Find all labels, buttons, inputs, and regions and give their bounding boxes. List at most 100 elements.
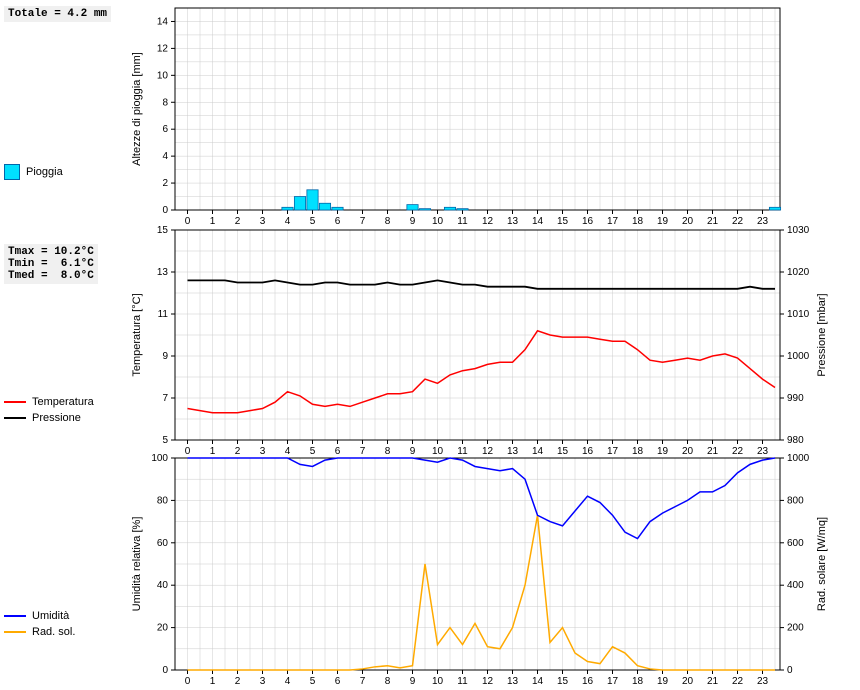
svg-text:22: 22 — [732, 676, 744, 687]
svg-text:21: 21 — [707, 676, 719, 687]
svg-text:1: 1 — [210, 676, 216, 687]
svg-text:12: 12 — [482, 216, 494, 227]
svg-text:2: 2 — [235, 676, 241, 687]
svg-text:0: 0 — [787, 665, 793, 676]
svg-text:14: 14 — [157, 16, 169, 27]
svg-text:16: 16 — [582, 446, 594, 457]
svg-text:16: 16 — [582, 676, 594, 687]
svg-text:4: 4 — [285, 676, 291, 687]
svg-text:10: 10 — [157, 70, 169, 81]
svg-text:12: 12 — [482, 676, 494, 687]
svg-text:21: 21 — [707, 216, 719, 227]
svg-text:60: 60 — [157, 538, 169, 549]
svg-text:1000: 1000 — [787, 351, 810, 362]
svg-text:20: 20 — [682, 446, 694, 457]
svg-text:18: 18 — [632, 446, 644, 457]
svg-text:Rad. solare [W/mq]: Rad. solare [W/mq] — [816, 517, 828, 611]
svg-text:Altezze di pioggia [mm]: Altezze di pioggia [mm] — [131, 52, 143, 166]
svg-text:4: 4 — [285, 446, 291, 457]
svg-text:19: 19 — [657, 216, 669, 227]
svg-text:Temperatura [°C]: Temperatura [°C] — [131, 293, 143, 376]
svg-text:6: 6 — [162, 124, 168, 135]
svg-text:40: 40 — [157, 580, 169, 591]
svg-text:1000: 1000 — [787, 453, 810, 464]
svg-text:5: 5 — [310, 216, 316, 227]
svg-text:6: 6 — [335, 676, 341, 687]
svg-text:19: 19 — [657, 446, 669, 457]
svg-text:6: 6 — [335, 446, 341, 457]
svg-text:3: 3 — [260, 446, 266, 457]
svg-text:400: 400 — [787, 580, 804, 591]
svg-text:0: 0 — [185, 446, 191, 457]
svg-text:13: 13 — [507, 676, 519, 687]
svg-text:600: 600 — [787, 538, 804, 549]
svg-text:9: 9 — [162, 351, 168, 362]
charts-svg: 0123456789101112131415161718192021222302… — [0, 0, 860, 690]
svg-text:4: 4 — [285, 216, 291, 227]
svg-text:0: 0 — [162, 665, 168, 676]
svg-text:10: 10 — [432, 446, 444, 457]
svg-text:20: 20 — [682, 216, 694, 227]
svg-text:12: 12 — [157, 43, 169, 54]
svg-text:23: 23 — [757, 676, 769, 687]
svg-text:1: 1 — [210, 446, 216, 457]
svg-text:2: 2 — [162, 178, 168, 189]
svg-text:8: 8 — [162, 97, 168, 108]
svg-text:23: 23 — [757, 446, 769, 457]
svg-text:22: 22 — [732, 216, 744, 227]
svg-text:13: 13 — [507, 446, 519, 457]
svg-text:5: 5 — [310, 676, 316, 687]
svg-text:0: 0 — [162, 205, 168, 216]
svg-text:13: 13 — [157, 267, 169, 278]
svg-text:2: 2 — [235, 216, 241, 227]
svg-text:980: 980 — [787, 435, 804, 446]
svg-text:15: 15 — [557, 216, 569, 227]
svg-text:14: 14 — [532, 676, 544, 687]
weather-charts-container: Totale = 4.2 mm Pioggia Tmax = 10.2°C Tm… — [0, 0, 860, 690]
svg-text:18: 18 — [632, 676, 644, 687]
svg-text:22: 22 — [732, 446, 744, 457]
svg-text:17: 17 — [607, 676, 619, 687]
svg-text:5: 5 — [310, 446, 316, 457]
svg-text:0: 0 — [185, 676, 191, 687]
svg-text:80: 80 — [157, 495, 169, 506]
svg-text:100: 100 — [151, 453, 168, 464]
svg-text:16: 16 — [582, 216, 594, 227]
svg-text:800: 800 — [787, 495, 804, 506]
svg-text:7: 7 — [360, 216, 366, 227]
svg-text:8: 8 — [385, 216, 391, 227]
svg-text:1010: 1010 — [787, 309, 810, 320]
svg-text:Umidità relativa [%]: Umidità relativa [%] — [131, 517, 143, 612]
svg-text:990: 990 — [787, 393, 804, 404]
svg-text:17: 17 — [607, 446, 619, 457]
svg-text:7: 7 — [162, 393, 168, 404]
svg-text:11: 11 — [457, 216, 468, 227]
svg-text:1: 1 — [210, 216, 216, 227]
svg-text:18: 18 — [632, 216, 644, 227]
svg-text:14: 14 — [532, 216, 544, 227]
svg-text:0: 0 — [185, 216, 191, 227]
svg-text:4: 4 — [162, 151, 168, 162]
svg-text:5: 5 — [162, 435, 168, 446]
svg-text:8: 8 — [385, 446, 391, 457]
svg-text:15: 15 — [557, 446, 569, 457]
svg-text:1020: 1020 — [787, 267, 810, 278]
svg-text:Pressione [mbar]: Pressione [mbar] — [816, 293, 828, 376]
svg-text:17: 17 — [607, 216, 619, 227]
svg-text:7: 7 — [360, 676, 366, 687]
svg-text:20: 20 — [682, 676, 694, 687]
svg-text:200: 200 — [787, 623, 804, 634]
svg-text:10: 10 — [432, 216, 444, 227]
svg-text:14: 14 — [532, 446, 544, 457]
svg-text:9: 9 — [410, 446, 416, 457]
svg-text:10: 10 — [432, 676, 444, 687]
svg-text:7: 7 — [360, 446, 366, 457]
svg-text:11: 11 — [158, 309, 169, 320]
svg-text:21: 21 — [707, 446, 719, 457]
svg-text:2: 2 — [235, 446, 241, 457]
svg-text:3: 3 — [260, 676, 266, 687]
svg-text:15: 15 — [557, 676, 569, 687]
svg-text:15: 15 — [157, 225, 169, 236]
svg-text:1030: 1030 — [787, 225, 810, 236]
svg-text:11: 11 — [457, 676, 468, 687]
